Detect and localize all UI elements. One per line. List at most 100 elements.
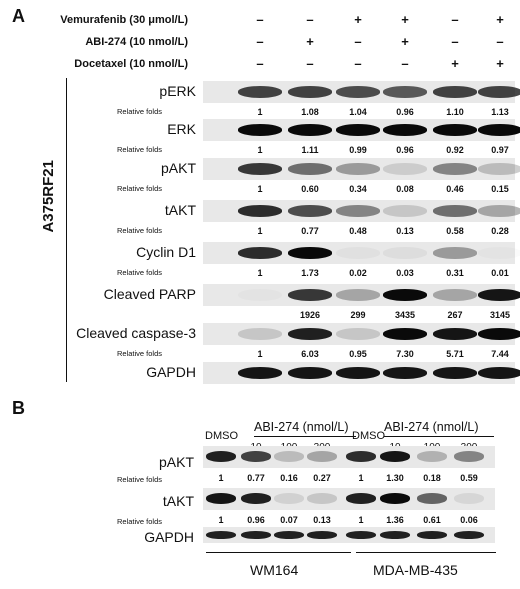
blot-band <box>346 451 376 462</box>
fold-value: 7.30 <box>396 349 414 359</box>
fold-value: 0.13 <box>396 226 414 236</box>
panel-b-letter: B <box>12 398 25 418</box>
dmso-label: DMSO <box>352 430 385 442</box>
blot-label: Cleaved caspase-3 <box>76 325 196 341</box>
blot-strip <box>203 242 515 264</box>
blot-band <box>274 451 304 462</box>
blot-label: GAPDH <box>144 529 194 545</box>
fold-value: 1 <box>257 107 263 117</box>
fold-value: 0.96 <box>247 515 265 525</box>
fold-value: 0.99 <box>349 145 367 155</box>
blot-band <box>288 86 332 98</box>
fold-value: 0.95 <box>349 349 367 359</box>
blot-band <box>238 328 282 340</box>
fold-value: 0.13 <box>313 515 331 525</box>
fold-value: 0.15 <box>491 184 509 194</box>
treatment-sign: – <box>451 34 459 49</box>
fold-value: 0.16 <box>280 473 298 483</box>
fold-value: 1.08 <box>301 107 319 117</box>
relative-folds-label: Relative folds <box>117 184 163 193</box>
blot-label: tAKT <box>162 493 194 509</box>
abi-underline <box>254 436 356 437</box>
treatment-sign: – <box>401 56 409 71</box>
blot-band <box>307 493 337 504</box>
group-underline <box>356 552 496 553</box>
relative-folds-label: Relative folds <box>117 517 163 526</box>
treatment-sign: + <box>401 12 409 27</box>
fold-value: 1.04 <box>349 107 367 117</box>
blot-band <box>288 247 332 259</box>
treatment-label: ABI-274 (10 nmol/L) <box>85 36 188 48</box>
blot-band <box>433 247 477 259</box>
abi-underline <box>384 436 494 437</box>
blot-strip <box>203 81 520 103</box>
group-label-mda: MDA-MB-435 <box>373 562 458 578</box>
fold-value: 0.46 <box>446 184 464 194</box>
blot-band <box>383 86 427 98</box>
fold-value: 1 <box>257 349 263 359</box>
fold-value: 1 <box>218 515 224 525</box>
dmso-label: DMSO <box>205 430 238 442</box>
treatment-sign: + <box>401 34 409 49</box>
treatment-sign: – <box>306 56 314 71</box>
blot-band <box>241 451 271 462</box>
abi-header: ABI-274 (nmol/L) <box>254 420 349 434</box>
fold-value: 1 <box>257 268 263 278</box>
blot-band <box>433 205 477 217</box>
blot-band <box>454 493 484 504</box>
blot-band <box>346 531 376 539</box>
blot-band <box>288 328 332 340</box>
fold-value: 1.30 <box>386 473 404 483</box>
panel-a-letter: A <box>12 6 25 26</box>
blot-band <box>417 531 447 539</box>
treatment-sign: – <box>256 34 264 49</box>
blot-strip <box>203 527 495 543</box>
fold-value: 0.77 <box>301 226 319 236</box>
fold-value: 0.27 <box>313 473 331 483</box>
blot-band <box>383 163 427 175</box>
blot-band <box>433 367 477 379</box>
panel-a-bracket-line <box>66 78 67 382</box>
blot-band <box>238 163 282 175</box>
treatment-sign: – <box>256 56 264 71</box>
fold-value: 0.18 <box>423 473 441 483</box>
fold-value: 0.31 <box>446 268 464 278</box>
blot-band <box>336 86 380 98</box>
blot-band <box>336 247 380 259</box>
blot-band <box>433 124 477 136</box>
blot-band <box>433 328 477 340</box>
blot-label: GAPDH <box>146 364 196 380</box>
blot-strip <box>203 119 520 141</box>
blot-band <box>288 289 332 301</box>
blot-band <box>307 451 337 462</box>
blot-band <box>238 86 282 98</box>
blot-band <box>238 124 282 136</box>
blot-band <box>238 205 282 217</box>
fold-value: 0.06 <box>460 515 478 525</box>
blot-band <box>336 205 380 217</box>
blot-band <box>206 493 236 504</box>
fold-value: 1.10 <box>446 107 464 117</box>
fold-value: 0.58 <box>446 226 464 236</box>
blot-label: Cyclin D1 <box>136 244 196 260</box>
blot-band <box>241 531 271 539</box>
treatment-sign: + <box>496 12 504 27</box>
treatment-sign: + <box>354 12 362 27</box>
treatment-sign: – <box>306 12 314 27</box>
blot-strip <box>203 362 520 384</box>
fold-value: 0.97 <box>491 145 509 155</box>
fold-value: 267 <box>447 310 463 320</box>
fold-value: 0.96 <box>396 107 414 117</box>
fold-value: 0.60 <box>301 184 319 194</box>
treatment-label: Docetaxel (10 nmol/L) <box>74 58 188 70</box>
blot-band <box>238 367 282 379</box>
blot-band <box>478 163 520 175</box>
blot-band <box>478 205 520 217</box>
blot-band <box>307 531 337 539</box>
blot-band <box>417 493 447 504</box>
blot-band <box>336 289 380 301</box>
blot-band <box>274 531 304 539</box>
fold-value: 7.44 <box>491 349 509 359</box>
blot-label: pAKT <box>158 454 194 470</box>
blot-strip <box>203 446 495 468</box>
